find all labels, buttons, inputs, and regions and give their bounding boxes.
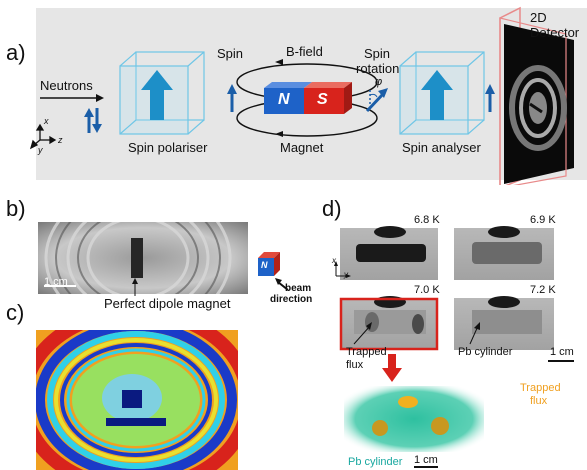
axes-icon — [29, 123, 57, 150]
magnet-label: Magnet — [280, 140, 324, 155]
panel-d-3d-render — [344, 386, 484, 452]
magnet-s-label: S — [317, 91, 328, 108]
panel-c-image — [36, 330, 238, 470]
panel-c-letter: c) — [6, 300, 25, 325]
panel-d-axes-icon — [334, 261, 351, 278]
spin-up-down-icon — [84, 108, 102, 133]
axis-y-label: y — [38, 145, 43, 155]
temp-label-4: 7.2 K — [530, 284, 556, 296]
render-scale-bar — [414, 466, 438, 468]
panel-b-pointer — [132, 278, 138, 296]
render-pb-label: Pb cylinder — [348, 456, 403, 468]
panel-b-image — [38, 222, 248, 294]
spin-rotation-label-2: rotation — [356, 61, 400, 76]
spin-rotation-icon — [365, 88, 388, 113]
analyser-arrow-icon — [421, 70, 453, 120]
temp-label-3: 7.0 K — [414, 284, 440, 296]
temp-label-2: 6.9 K — [530, 214, 556, 226]
panel-b-scale-label: 1 cm — [44, 276, 68, 288]
render-trapped-label-2: flux — [530, 395, 548, 407]
beam-n-label: N — [261, 260, 268, 270]
panel-d-annotation-arrows — [353, 322, 480, 345]
axis-x-label: x — [44, 116, 49, 126]
panel-d-scale-label: 1 cm — [550, 346, 574, 358]
panel-a-diagram — [29, 6, 574, 185]
phi-label: φ — [375, 76, 383, 88]
detector-label-1: 2D — [530, 10, 547, 25]
down-arrow-icon — [382, 354, 402, 382]
beam-label-1: beam — [285, 283, 312, 294]
trapped-flux-label-1: Trapped — [346, 346, 387, 358]
panel-d-letter: d) — [322, 196, 342, 221]
panel-a-letter: a) — [6, 40, 26, 65]
pb-cylinder-label: Pb cylinder — [458, 346, 513, 358]
magnet-n-label: N — [278, 91, 290, 108]
spin-rotation-label-1: Spin — [364, 46, 391, 61]
neutrons-label: Neutrons — [40, 78, 93, 93]
b-field-label: B-field — [286, 44, 323, 59]
panel-d-axis-y: y — [344, 270, 348, 279]
trapped-flux-label-2: flux — [346, 359, 364, 371]
axis-z-label: z — [58, 135, 63, 145]
spin-analyser-label: Spin analyser — [402, 140, 481, 155]
spin-label: Spin — [217, 46, 244, 61]
detector-label-2: Detector — [530, 25, 580, 40]
panel-b-letter: b) — [6, 196, 26, 221]
detector-2d — [499, 6, 574, 185]
temp-label-1: 6.8 K — [414, 214, 440, 226]
magnet-block — [264, 82, 352, 114]
polariser-arrow-icon — [141, 70, 173, 120]
panel-d-axis-x: x — [332, 256, 336, 265]
beam-direction-cube — [258, 252, 289, 291]
render-trapped-label-1: Trapped — [520, 382, 561, 394]
render-scale-label: 1 cm — [414, 454, 438, 466]
beam-label-2: direction — [270, 294, 313, 305]
panel-b-caption: Perfect dipole magnet — [104, 296, 231, 311]
spin-polariser-label: Spin polariser — [128, 140, 208, 155]
panel-d-scale-bar — [548, 360, 574, 362]
